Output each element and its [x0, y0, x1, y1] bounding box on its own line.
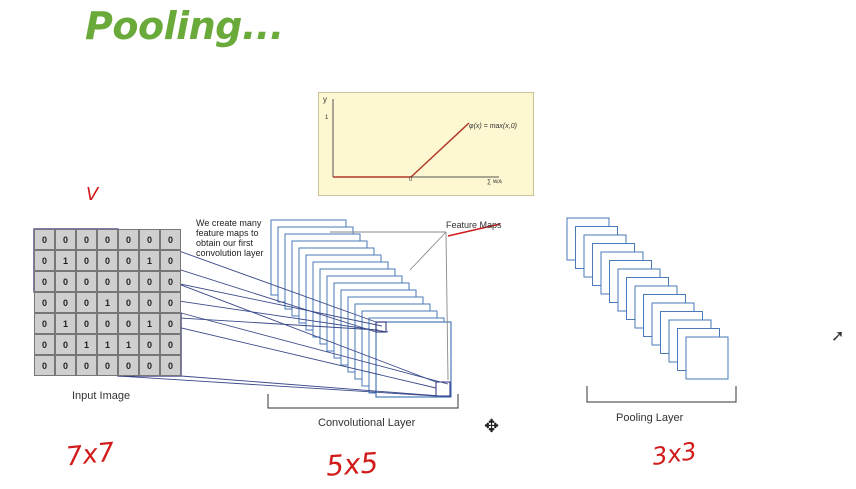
- pooled-map: [685, 336, 729, 380]
- grid-cell: 0: [76, 250, 97, 271]
- grid-cell: 0: [55, 355, 76, 376]
- feature-map-cell-a: [375, 321, 387, 333]
- grid-cell: 0: [97, 271, 118, 292]
- conv-bracket: [267, 394, 459, 409]
- connection-line: [180, 312, 449, 385]
- relu-graph: [332, 99, 499, 178]
- pool-bracket: [586, 386, 737, 403]
- relu-ramp-segment: [410, 122, 470, 178]
- feature-map-front: [375, 321, 452, 398]
- grid-cell: 0: [160, 292, 181, 313]
- slide-title: Pooling...: [85, 4, 284, 48]
- grid-cell: 0: [160, 229, 181, 250]
- grid-cell: 0: [97, 229, 118, 250]
- feature-map-cell-b: [435, 381, 451, 397]
- grid-cell: 1: [139, 250, 160, 271]
- grid-cell: 1: [76, 334, 97, 355]
- handwritten-mark: ᐯ: [86, 184, 99, 205]
- handwritten-input-size: 7x7: [64, 437, 116, 473]
- relu-tick-y: 1: [325, 115, 329, 121]
- move-cursor-icon: ✥: [484, 416, 500, 436]
- connection-line: [180, 375, 441, 397]
- grid-cell: 0: [55, 229, 76, 250]
- conv-layer-label: Convolutional Layer: [318, 417, 416, 429]
- conv-note: We create many feature maps to obtain ou…: [196, 218, 264, 258]
- grid-cell: 0: [97, 313, 118, 334]
- grid-cell: 0: [55, 271, 76, 292]
- grid-cell: 0: [118, 313, 139, 334]
- grid-cell: 0: [139, 334, 160, 355]
- relu-plot: y 1 0 φ(x) = max(x,0) ∑ wᵢxᵢ: [318, 92, 534, 196]
- feature-maps-underline: [447, 223, 501, 237]
- grid-cell: 0: [55, 292, 76, 313]
- grid-cell: 1: [55, 250, 76, 271]
- grid-cell: 1: [97, 292, 118, 313]
- grid-cell: 0: [34, 334, 55, 355]
- grid-cell: 0: [34, 271, 55, 292]
- grid-cell: 0: [118, 292, 139, 313]
- grid-cell: 0: [139, 292, 160, 313]
- grid-cell: 0: [76, 229, 97, 250]
- grid-cell: 0: [97, 355, 118, 376]
- relu-sum-label: ∑ wᵢxᵢ: [487, 179, 503, 185]
- feature-maps-label: Feature Maps: [446, 220, 502, 230]
- grid-cell: 0: [34, 229, 55, 250]
- handwritten-conv-size: 5x5: [324, 446, 380, 483]
- grid-cell: 0: [139, 229, 160, 250]
- grid-cell: 0: [160, 271, 181, 292]
- grid-cell: 0: [139, 271, 160, 292]
- feature-maps-arrow: [445, 231, 449, 381]
- relu-formula: φ(x) = max(x,0): [469, 123, 517, 130]
- grid-cell: 0: [76, 292, 97, 313]
- grid-cell: 0: [118, 355, 139, 376]
- grid-cell: 0: [139, 355, 160, 376]
- grid-cell: 1: [55, 313, 76, 334]
- grid-cell: 0: [34, 292, 55, 313]
- feature-maps-arrow: [409, 231, 447, 271]
- grid-cell: 0: [118, 250, 139, 271]
- input-image-label: Input Image: [72, 390, 131, 402]
- grid-cell: 0: [160, 334, 181, 355]
- relu-tick-x: 0: [409, 177, 413, 183]
- grid-cell: 0: [160, 355, 181, 376]
- pointer-cursor-icon: ➚: [831, 328, 845, 345]
- grid-cell: 1: [139, 313, 160, 334]
- connection-line: [117, 375, 437, 397]
- grid-cell: 1: [118, 334, 139, 355]
- grid-cell: 0: [55, 334, 76, 355]
- grid-cell: 0: [34, 313, 55, 334]
- grid-cell: 1: [97, 334, 118, 355]
- grid-cell: 0: [76, 313, 97, 334]
- grid-cell: 0: [34, 355, 55, 376]
- grid-cell: 0: [76, 271, 97, 292]
- pool-layer-label: Pooling Layer: [616, 412, 684, 424]
- grid-cell: 0: [118, 271, 139, 292]
- grid-cell: 0: [118, 229, 139, 250]
- relu-y-label: y: [323, 95, 327, 104]
- grid-cell: 0: [76, 355, 97, 376]
- grid-cell: 0: [160, 250, 181, 271]
- grid-cell: 0: [160, 313, 181, 334]
- grid-cell: 0: [34, 250, 55, 271]
- grid-cell: 0: [97, 250, 118, 271]
